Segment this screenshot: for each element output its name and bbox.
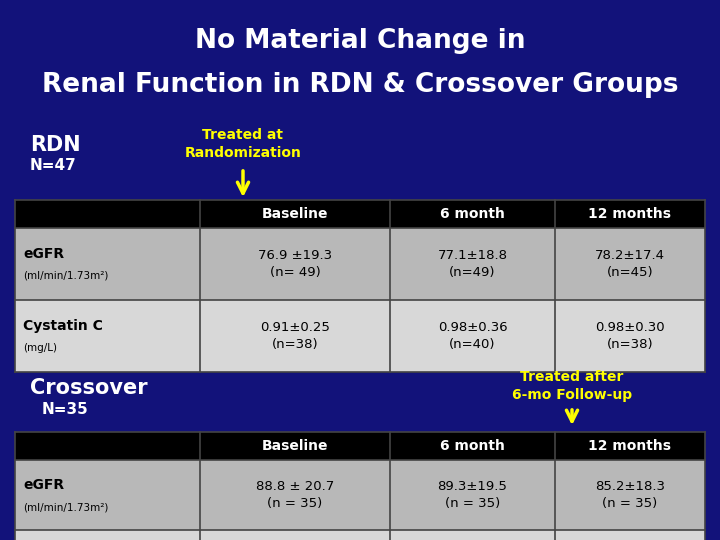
Text: Treated after
6-mo Follow-up: Treated after 6-mo Follow-up xyxy=(512,370,632,402)
Text: No Material Change in: No Material Change in xyxy=(194,28,526,54)
Text: eGFR: eGFR xyxy=(23,247,64,261)
Bar xyxy=(15,530,705,540)
Bar xyxy=(15,228,705,300)
Bar xyxy=(15,200,705,228)
Text: Cystatin C: Cystatin C xyxy=(23,319,103,333)
Text: 77.1±18.8
(n=49): 77.1±18.8 (n=49) xyxy=(438,249,508,279)
Text: 12 months: 12 months xyxy=(588,439,672,453)
Text: Crossover: Crossover xyxy=(30,378,148,398)
Text: 89.3±19.5
(n = 35): 89.3±19.5 (n = 35) xyxy=(438,480,508,510)
Text: (ml/min/1.73m²): (ml/min/1.73m²) xyxy=(23,271,109,281)
Text: (ml/min/1.73m²): (ml/min/1.73m²) xyxy=(23,502,109,512)
Bar xyxy=(15,432,705,460)
Text: 76.9 ±19.3
(n= 49): 76.9 ±19.3 (n= 49) xyxy=(258,249,332,279)
Text: 6 month: 6 month xyxy=(440,439,505,453)
Text: 0.91±0.25
(n=38): 0.91±0.25 (n=38) xyxy=(260,321,330,351)
Text: 85.2±18.3
(n = 35): 85.2±18.3 (n = 35) xyxy=(595,480,665,510)
Text: (mg/L): (mg/L) xyxy=(23,343,57,353)
Text: 0.98±0.36
(n=40): 0.98±0.36 (n=40) xyxy=(438,321,508,351)
Text: 78.2±17.4
(n=45): 78.2±17.4 (n=45) xyxy=(595,249,665,279)
Bar xyxy=(15,300,705,372)
Text: Baseline: Baseline xyxy=(262,439,328,453)
Bar xyxy=(15,460,705,530)
Text: 12 months: 12 months xyxy=(588,207,672,221)
Text: 0.98±0.30
(n=38): 0.98±0.30 (n=38) xyxy=(595,321,665,351)
Text: Renal Function in RDN & Crossover Groups: Renal Function in RDN & Crossover Groups xyxy=(42,72,678,98)
Text: N=35: N=35 xyxy=(42,402,89,417)
Text: 6 month: 6 month xyxy=(440,207,505,221)
Text: RDN: RDN xyxy=(30,135,81,155)
Text: Baseline: Baseline xyxy=(262,207,328,221)
Text: 88.8 ± 20.7
(n = 35): 88.8 ± 20.7 (n = 35) xyxy=(256,480,334,510)
Text: Treated at
Randomization: Treated at Randomization xyxy=(184,128,302,160)
Text: N=47: N=47 xyxy=(30,158,77,173)
Text: eGFR: eGFR xyxy=(23,478,64,492)
